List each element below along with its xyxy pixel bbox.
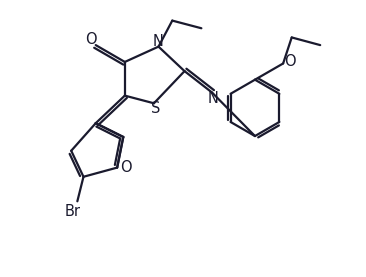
- Text: Br: Br: [64, 204, 80, 219]
- Text: O: O: [85, 32, 97, 47]
- Text: N: N: [207, 91, 218, 106]
- Text: O: O: [120, 160, 131, 175]
- Text: O: O: [284, 55, 296, 70]
- Text: S: S: [151, 101, 160, 116]
- Text: N: N: [153, 34, 164, 49]
